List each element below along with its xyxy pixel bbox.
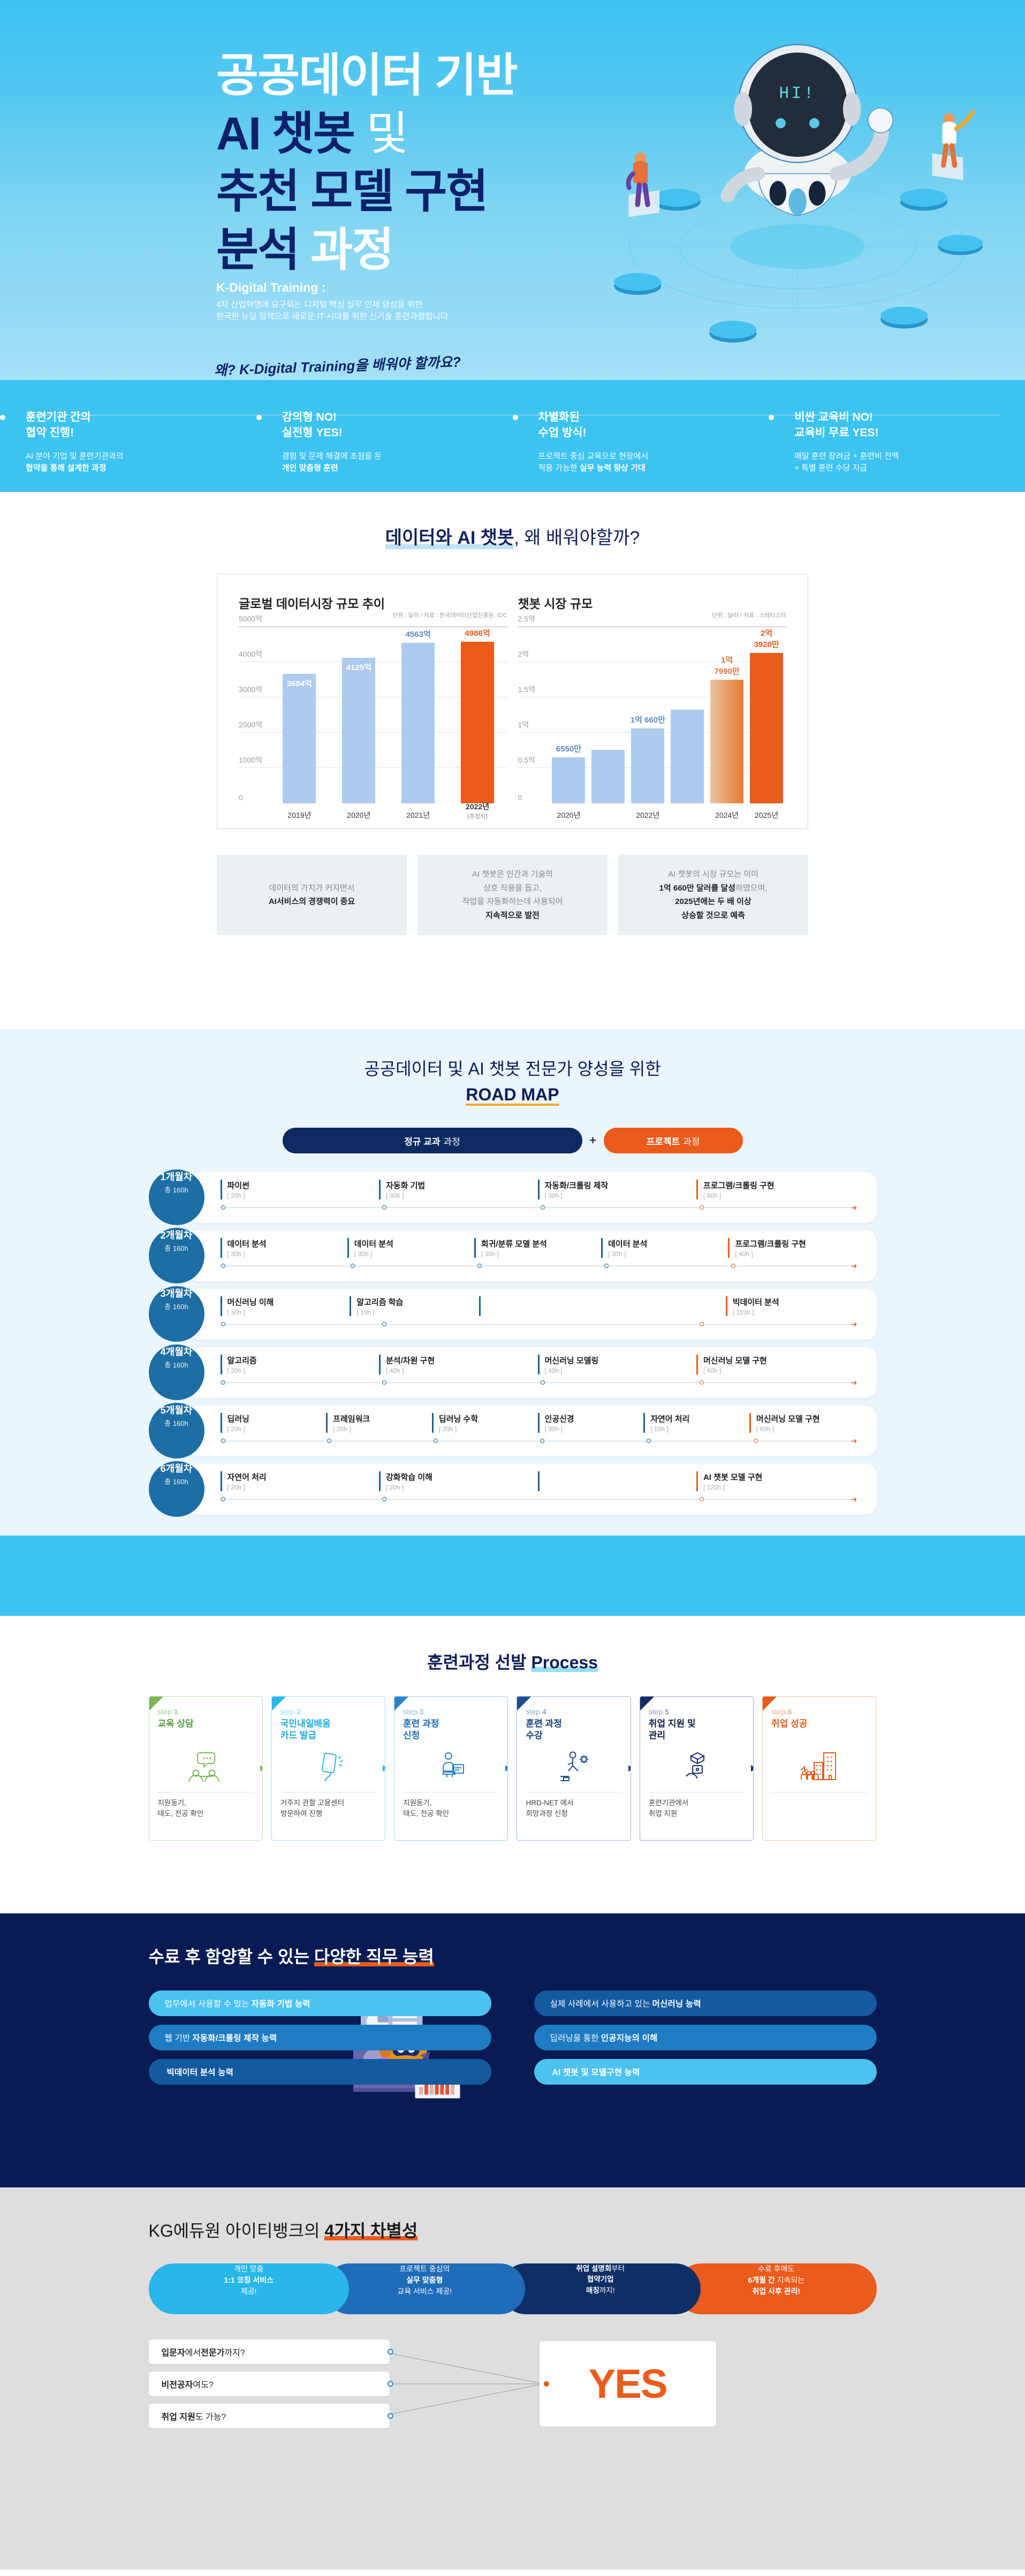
svg-text:HI!: HI! bbox=[779, 85, 816, 103]
